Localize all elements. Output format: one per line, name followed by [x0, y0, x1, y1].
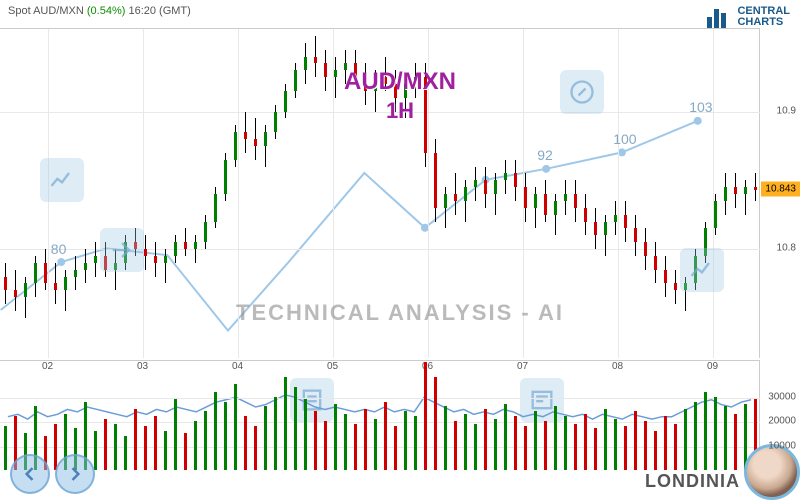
- tech-analysis-label: TECHNICAL ANALYSIS - AI: [236, 300, 564, 326]
- avatar-icon[interactable]: [744, 444, 800, 500]
- wm-trend-icon: [680, 248, 724, 292]
- nav-next-button[interactable]: [55, 454, 95, 494]
- chart-interval: 1H: [386, 98, 414, 124]
- logo-text: CENTRAL CHARTS: [737, 6, 790, 28]
- pct-change: (0.54%): [87, 5, 126, 17]
- brand-logo[interactable]: CENTRAL CHARTS: [707, 5, 790, 29]
- time-label: 16:20 (GMT): [128, 5, 190, 17]
- chart-header: Spot AUD/MXN (0.54%) 16:20 (GMT): [8, 5, 191, 17]
- wm-chart-icon: [40, 158, 84, 202]
- logo-bars-icon: [707, 5, 731, 29]
- volume-chart[interactable]: [0, 360, 760, 470]
- londinia-label: LONDINIA: [645, 471, 740, 492]
- nav-prev-button[interactable]: [10, 454, 50, 494]
- instrument-label: Spot AUD/MXN: [8, 5, 84, 17]
- wm-compass-icon: [560, 70, 604, 114]
- wm-arrow-icon: [100, 228, 144, 272]
- chart-title: AUD/MXN: [344, 68, 456, 96]
